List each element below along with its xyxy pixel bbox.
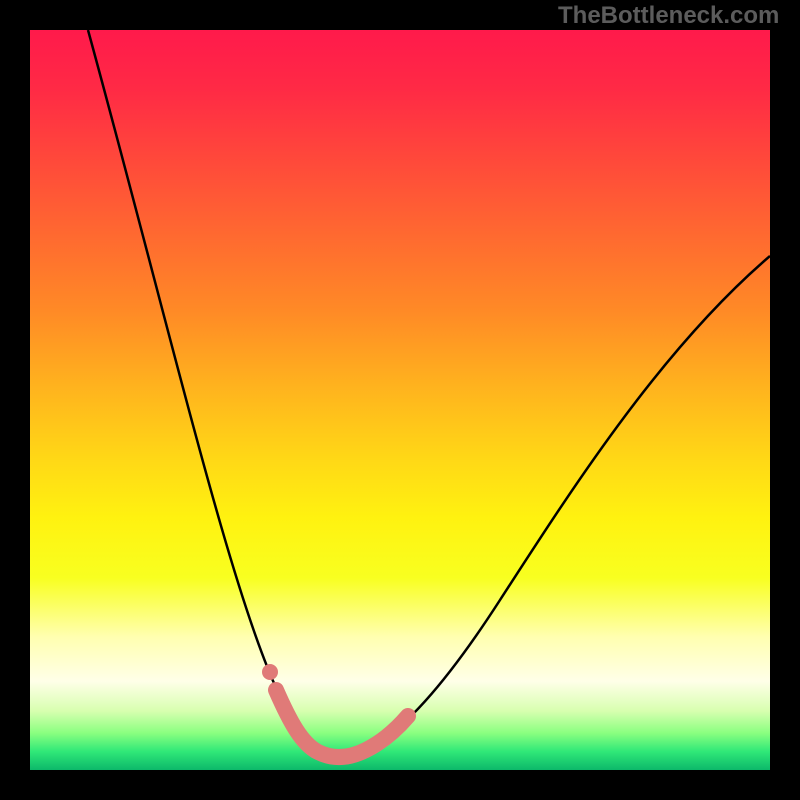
watermark-text: TheBottleneck.com bbox=[558, 2, 779, 30]
chart-svg bbox=[30, 30, 770, 770]
chart-inner bbox=[30, 30, 770, 770]
gradient-bg bbox=[30, 30, 770, 770]
highlight-dot bbox=[262, 664, 278, 680]
